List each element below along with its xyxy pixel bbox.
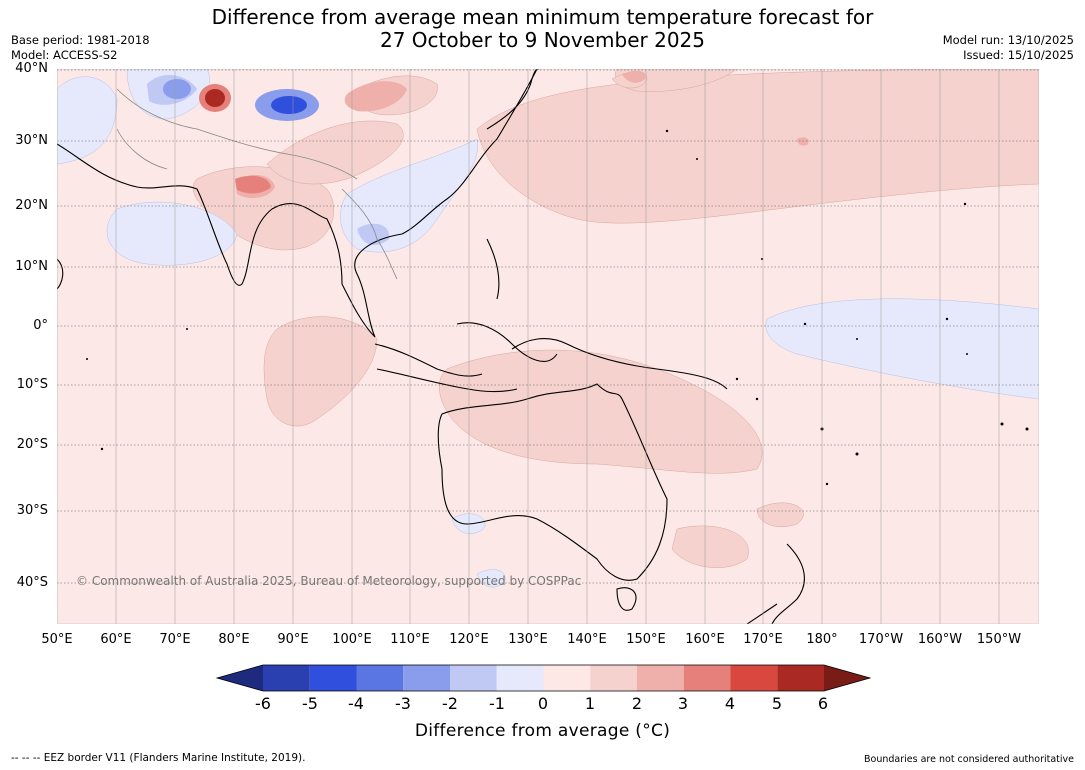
colorbar-tick: -2	[442, 694, 458, 713]
colorbar-tick: -1	[489, 694, 505, 713]
colorbar-tick: 4	[724, 694, 736, 713]
colorbar-arrow-high	[824, 665, 870, 691]
lon-label: 50°E	[41, 632, 73, 647]
colorbar-segment	[263, 665, 310, 691]
lat-label: 40°S	[16, 575, 48, 590]
lon-label: 120°E	[449, 632, 489, 647]
lat-label: 20°S	[16, 437, 48, 452]
lat-label: 30°N	[15, 133, 48, 148]
colorbar-segment	[450, 665, 497, 691]
issued-date: Issued: 15/10/2025	[963, 48, 1074, 62]
longitude-gridlines	[57, 69, 1000, 624]
lat-label: 10°N	[15, 259, 48, 274]
colorbar-tick: -4	[348, 694, 364, 713]
colorbar-segment	[543, 665, 591, 691]
colorbar-tick: -5	[302, 694, 318, 713]
lon-label: 80°E	[218, 632, 250, 647]
colorbar-segment	[403, 665, 450, 691]
colorbar-arrow-low	[217, 665, 263, 691]
base-period: Base period: 1981-2018	[11, 33, 150, 47]
colorbar-segments	[215, 664, 871, 692]
lon-label: 180°	[806, 632, 838, 647]
title-line-1: Difference from average mean minimum tem…	[211, 5, 874, 29]
model-name: Model: ACCESS-S2	[11, 48, 118, 62]
colorbar-segment	[309, 665, 357, 691]
islands	[86, 129, 1029, 486]
colorbar-tick: 3	[677, 694, 689, 713]
colorbar-label: Difference from average (°C)	[414, 721, 671, 741]
colorbar-tick: -3	[395, 694, 411, 713]
cold-spot-tibet	[271, 96, 307, 114]
title-line-2: 27 October to 9 November 2025	[379, 28, 706, 52]
hot-spot-himalaya	[199, 84, 231, 112]
lat-label: 20°N	[15, 198, 48, 213]
lat-label: 30°S	[16, 503, 48, 518]
lat-label: 40°N	[15, 61, 48, 76]
lon-label: 70°E	[159, 632, 191, 647]
lon-label: 130°E	[508, 632, 548, 647]
lon-label: 90°E	[277, 632, 309, 647]
lon-label: 100°E	[332, 632, 372, 647]
lon-label: 150°W	[976, 632, 1022, 647]
lon-label: 110°E	[390, 632, 430, 647]
colorbar-segment	[356, 665, 404, 691]
model-run: Model run: 13/10/2025	[942, 33, 1074, 47]
hot-spot-india	[235, 175, 271, 194]
colorbar-tick: 1	[584, 694, 596, 713]
lon-label: 140°E	[567, 632, 607, 647]
colorbar-segment	[730, 665, 778, 691]
forecast-map	[57, 69, 1039, 624]
colorbar-tick: -6	[255, 694, 271, 713]
lon-label: 160°E	[685, 632, 725, 647]
lat-label: 0°	[33, 318, 48, 333]
colorbar-segment	[683, 665, 731, 691]
colorbar-tick: 5	[771, 694, 783, 713]
footer-eez-note: -- -- -- EEZ border V11 (Flanders Marine…	[11, 752, 306, 764]
colorbar-tick: 0	[537, 694, 549, 713]
colorbar-segment	[637, 665, 684, 691]
lon-label: 170°W	[858, 632, 904, 647]
country-borders	[116, 88, 398, 280]
colorbar-tick: 6	[817, 694, 829, 713]
lon-label: 160°W	[917, 632, 963, 647]
coastlines	[57, 69, 805, 624]
colorbar-outline	[215, 664, 871, 692]
colorbar-segment	[777, 665, 824, 691]
colorbar-segment	[590, 665, 637, 691]
lon-label: 170°E	[743, 632, 783, 647]
lon-label: 60°E	[100, 632, 132, 647]
lat-label: 10°S	[16, 377, 48, 392]
colorbar	[215, 664, 871, 692]
copyright-notice: © Commonwealth of Australia 2025, Bureau…	[76, 574, 582, 588]
lon-label: 150°E	[626, 632, 666, 647]
colorbar-segment	[496, 665, 544, 691]
colorbar-tick: 2	[631, 694, 643, 713]
latitude-gridlines	[57, 69, 1039, 584]
footer-disclaimer: Boundaries are not considered authoritat…	[864, 754, 1074, 765]
